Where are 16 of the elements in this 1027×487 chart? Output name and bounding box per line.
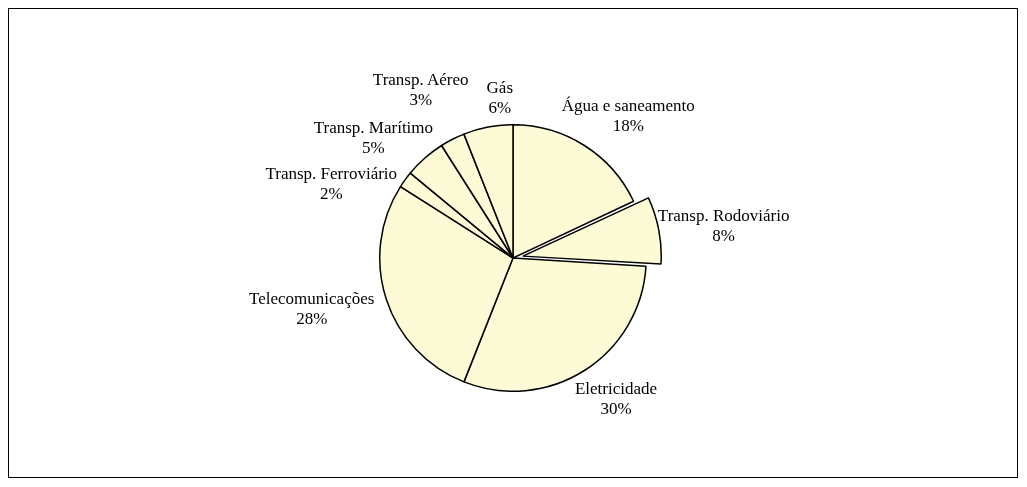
data-label: 6% <box>488 97 512 117</box>
data-label: 3% <box>409 89 433 109</box>
data-label: 28% <box>296 309 328 329</box>
slice-label: Transp. Marítimo <box>313 117 434 137</box>
data-label: 2% <box>319 184 343 204</box>
slice-label: Transp. Ferroviário <box>265 164 398 184</box>
slice-label: Eletricidade <box>574 378 658 398</box>
slice-label: Telecomunicações <box>249 289 375 309</box>
data-label: 30% <box>600 398 632 418</box>
data-label: 5% <box>362 137 385 157</box>
slice-label: Transp. Aéreo <box>372 69 469 89</box>
data-label: 18% <box>612 116 644 136</box>
data-label: 8% <box>712 226 736 246</box>
slice-label: Água e saneamento <box>561 96 695 116</box>
slice-label: Transp. Rodoviário <box>657 206 790 226</box>
slice-label: Gás <box>486 77 514 97</box>
